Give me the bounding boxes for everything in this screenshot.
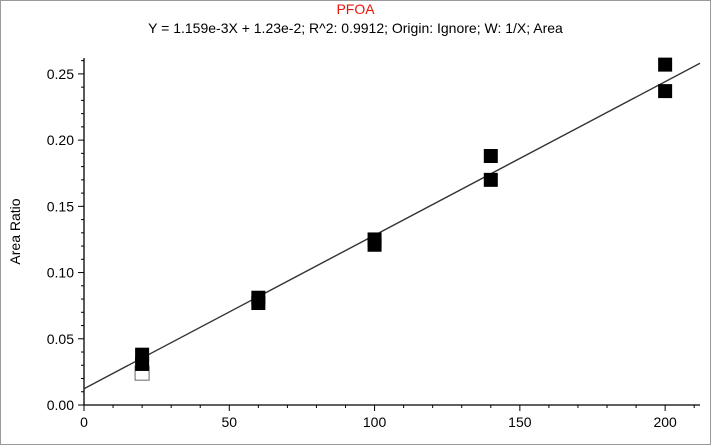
x-tick-label: 150 xyxy=(508,414,532,430)
y-axis-label: Area Ratio xyxy=(7,198,23,264)
y-tick-label: 0.05 xyxy=(47,331,74,347)
axes xyxy=(83,58,700,406)
y-tick-label: 0.00 xyxy=(47,397,74,413)
y-tick-label: 0.25 xyxy=(47,66,74,82)
y-tick-label: 0.10 xyxy=(47,265,74,281)
data-point xyxy=(658,84,673,99)
tick-labels: 0.00 0.05 0.10 0.15 0.20 0.25 0 50 100 150 200 xyxy=(47,66,677,430)
regression-line-group xyxy=(83,62,701,390)
data-point xyxy=(658,57,673,72)
x-tick-label: 50 xyxy=(221,414,237,430)
x-tick-label: 200 xyxy=(653,414,677,430)
y-tick-label: 0.20 xyxy=(47,132,74,148)
chart-title: PFOA xyxy=(336,1,375,17)
x-tick-label: 0 xyxy=(80,414,88,430)
data-point xyxy=(483,172,498,187)
data-point xyxy=(251,296,266,311)
data-point xyxy=(483,149,498,164)
x-tick-label: 100 xyxy=(363,414,387,430)
chart-subtitle: Y = 1.159e-3X + 1.23e-2; R^2: 0.9912; Or… xyxy=(148,20,563,36)
data-points xyxy=(134,57,673,381)
data-point xyxy=(135,356,150,371)
regression-line xyxy=(83,62,701,390)
tick-marks xyxy=(78,60,695,411)
y-tick-label: 0.15 xyxy=(47,198,74,214)
data-point xyxy=(367,237,382,252)
